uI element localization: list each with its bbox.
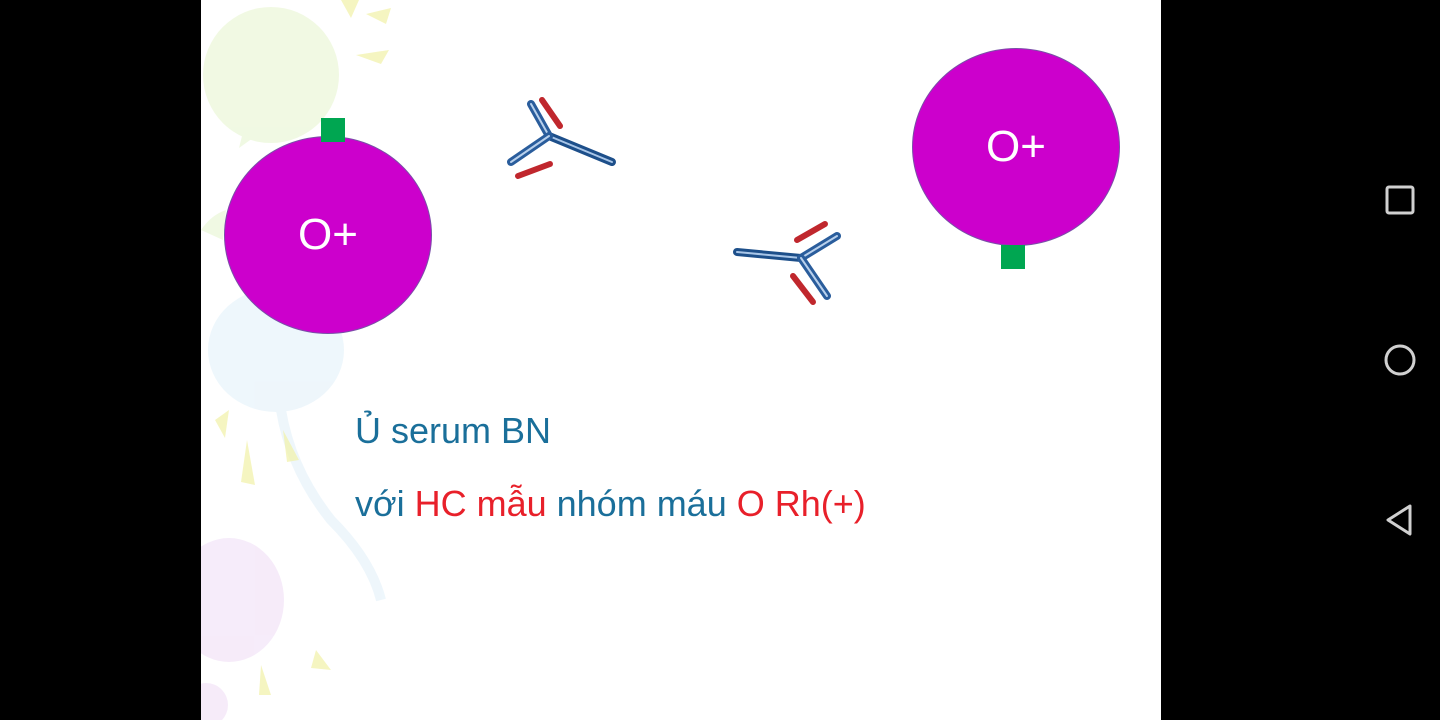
red-blood-cell-right: O+	[912, 48, 1120, 246]
balloon-green	[203, 7, 339, 143]
slide: O+ O+ Ủ serum BN v	[201, 0, 1161, 720]
balloon-purple-small	[201, 683, 228, 720]
caption-line-1: Ủ serum BN	[355, 410, 552, 451]
cell-right-label: O+	[986, 122, 1046, 171]
red-blood-cell-left: O+	[224, 136, 432, 334]
back-icon[interactable]	[1382, 502, 1418, 538]
recents-icon[interactable]	[1382, 182, 1418, 218]
antibody-icon	[733, 221, 841, 305]
antibody-icon	[507, 97, 616, 179]
caption-highlight: HC mẫu	[414, 483, 547, 524]
caption-text: với	[355, 483, 415, 524]
home-icon[interactable]	[1382, 342, 1418, 378]
balloon-purple	[201, 538, 284, 662]
caption-text: nhóm máu	[546, 483, 737, 524]
balloon-background	[201, 0, 391, 720]
navigation-bar	[1361, 0, 1440, 720]
antigen-right	[1001, 245, 1025, 269]
cell-left-label: O+	[298, 210, 358, 259]
antigen-left	[321, 118, 345, 142]
caption-line-2: với HC mẫu nhóm máu O Rh(+)	[355, 483, 866, 525]
caption-highlight: O Rh(+)	[736, 483, 866, 524]
